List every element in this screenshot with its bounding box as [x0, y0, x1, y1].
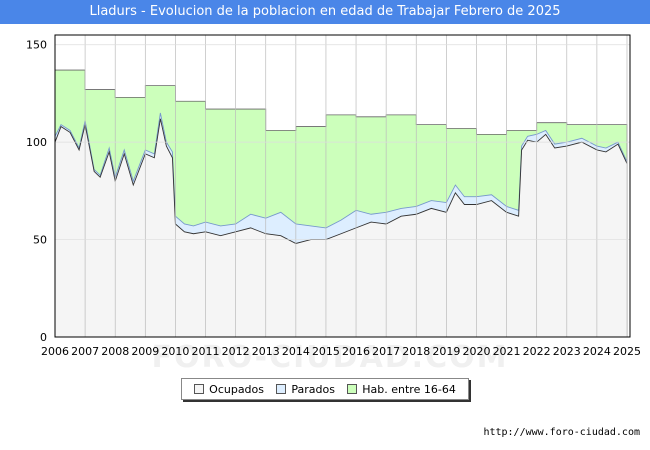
x-tick-label: 2010 — [161, 345, 189, 358]
y-tick-label: 0 — [40, 331, 47, 344]
series-line-ocupados — [54, 118, 628, 244]
x-tick-label: 2011 — [192, 345, 220, 358]
x-tick-label: 2017 — [372, 345, 400, 358]
legend-item-ocupados: Ocupados — [194, 383, 264, 396]
x-tick-label: 2025 — [613, 345, 641, 358]
x-tick-label: 2019 — [432, 345, 460, 358]
chart-title: Lladurs - Evolucion de la poblacion en e… — [0, 0, 650, 24]
x-tick-label: 2021 — [493, 345, 521, 358]
legend-swatch-hab — [347, 384, 358, 394]
legend-label-hab: Hab. entre 16-64 — [362, 382, 456, 396]
series-line-parados — [54, 112, 628, 229]
x-tick-label: 2015 — [312, 345, 340, 358]
x-tick-label: 2007 — [71, 345, 99, 358]
x-tick-label: 2023 — [553, 345, 581, 358]
plot-frame — [54, 34, 631, 338]
x-tick-label: 2009 — [131, 345, 159, 358]
x-tick-label: 2006 — [41, 345, 69, 358]
y-tick-label: 100 — [26, 136, 47, 149]
x-tick-label: 2008 — [101, 345, 129, 358]
x-tick-label: 2016 — [342, 345, 370, 358]
x-tick-label: 2024 — [583, 345, 611, 358]
legend: Ocupados Parados Hab. entre 16-64 — [181, 378, 469, 400]
legend-label-parados: Parados — [291, 382, 335, 396]
axes — [54, 34, 631, 338]
series-area-ocupados — [55, 118, 627, 338]
legend-label-ocupados: Ocupados — [209, 382, 265, 396]
x-tick-label: 2018 — [402, 345, 430, 358]
y-tick-label: 150 — [26, 39, 47, 52]
x-tick-label: 2022 — [523, 345, 551, 358]
y-tick-label: 50 — [33, 234, 47, 247]
legend-swatch-parados — [276, 384, 287, 394]
x-tick-label: 2013 — [252, 345, 280, 358]
source-url[interactable]: http://www.foro-ciudad.com — [483, 427, 640, 438]
legend-item-parados: Parados — [276, 383, 335, 396]
watermark: FORO-CIUDAD.COM — [151, 340, 509, 375]
x-tick-label: 2012 — [222, 345, 250, 358]
legend-item-hab: Hab. entre 16-64 — [347, 383, 456, 396]
x-tick-label: 2014 — [282, 345, 310, 358]
legend-swatch-ocupados — [194, 384, 205, 394]
x-tick-label: 2020 — [462, 345, 490, 358]
